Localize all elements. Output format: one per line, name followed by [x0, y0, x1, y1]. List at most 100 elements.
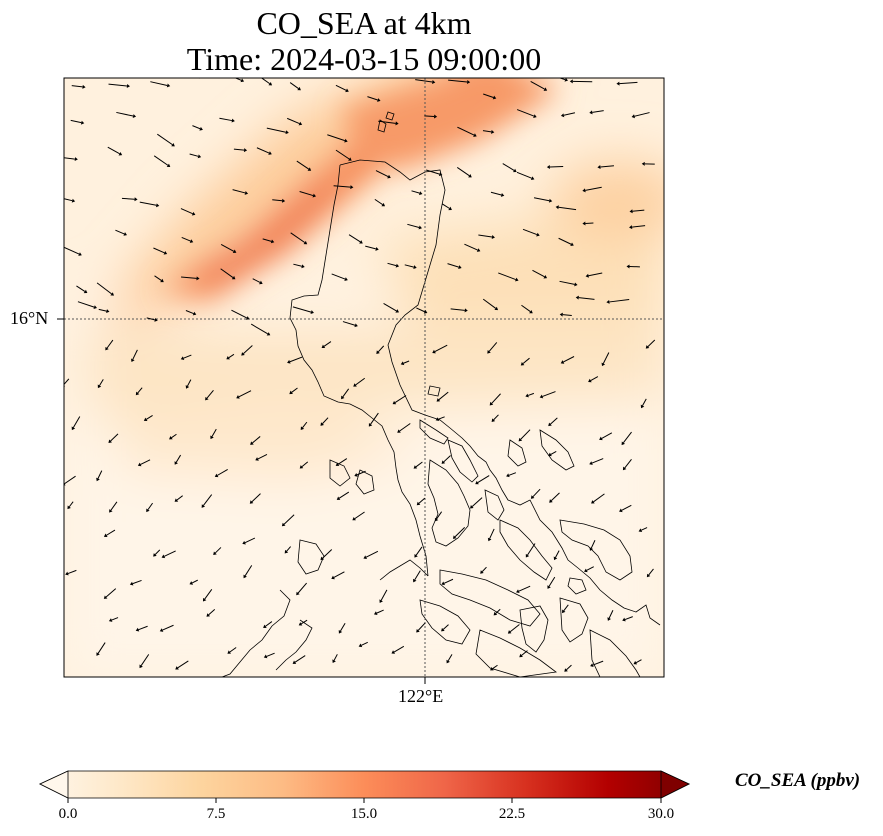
- wind-arrow: [575, 295, 595, 300]
- wind-arrow: [530, 488, 541, 499]
- wind-arrow: [607, 610, 614, 621]
- wind-arrow: [358, 641, 368, 648]
- wind-arrow: [180, 208, 196, 216]
- wind-arrow: [353, 377, 366, 387]
- wind-arrow: [548, 450, 557, 457]
- wind-arrow: [201, 494, 213, 508]
- wind-arrow: [373, 609, 384, 615]
- wind-arrow: [181, 276, 200, 281]
- wind-arrow: [250, 436, 261, 445]
- wind-arrow: [363, 550, 379, 559]
- wind-arrow: [392, 395, 407, 405]
- wind-arrow: [234, 78, 245, 83]
- wind-arrow: [622, 458, 632, 471]
- wind-arrow: [352, 511, 365, 521]
- wind-arrow: [597, 165, 614, 170]
- wind-arrow: [452, 527, 466, 539]
- wind-arrow: [397, 423, 411, 433]
- wind-arrow: [629, 209, 645, 214]
- wind-arrow: [559, 312, 572, 317]
- wind-arrow: [107, 146, 123, 156]
- colorbar-tick-label-4: 30.0: [647, 806, 675, 822]
- wind-arrow: [296, 160, 312, 171]
- wind-arrow: [64, 198, 76, 203]
- wind-arrow: [332, 654, 338, 664]
- wind-arrow: [174, 495, 183, 502]
- wind-arrow: [292, 306, 314, 315]
- wind-arrow: [139, 201, 160, 208]
- wind-arrow: [516, 171, 535, 181]
- wind-arrow: [480, 566, 487, 574]
- wind-arrow: [65, 569, 77, 576]
- wind-arrow: [320, 417, 329, 426]
- wind-arrow: [213, 547, 222, 556]
- wind-arrow: [368, 412, 379, 427]
- wind-arrow: [525, 543, 536, 558]
- wind-arrow: [378, 120, 399, 126]
- wind-arrow: [441, 578, 454, 586]
- wind-arrow: [341, 388, 350, 400]
- wind-arrow: [169, 433, 177, 440]
- wind-arrow: [210, 428, 217, 440]
- wind-arrow: [415, 79, 436, 85]
- wind-arrow: [287, 356, 303, 364]
- wind-arrow: [365, 245, 379, 251]
- map-frame: [63, 77, 665, 678]
- wind-arrow: [562, 604, 569, 614]
- wind-arrow: [641, 161, 655, 166]
- wind-arrow: [260, 78, 273, 86]
- wind-arrow: [137, 459, 151, 467]
- wind-arrow: [263, 621, 273, 629]
- wind-arrow: [67, 501, 74, 510]
- wind-arrow: [591, 493, 605, 504]
- wind-arrow: [521, 304, 533, 314]
- wind-arrow: [263, 652, 275, 659]
- wind-arrow: [108, 83, 130, 88]
- map-panel: [54, 77, 665, 684]
- wind-arrow: [546, 165, 564, 170]
- wind-arrow: [103, 529, 116, 537]
- wind-arrow: [54, 543, 60, 552]
- wind-arrow: [425, 169, 443, 177]
- wind-arrow: [331, 571, 345, 580]
- wind-arrow: [631, 112, 650, 119]
- wind-arrow: [569, 79, 593, 84]
- wind-arrow: [626, 264, 640, 269]
- wind-arrow: [71, 416, 81, 431]
- wind-arrow: [560, 356, 575, 364]
- wind-arrow: [354, 470, 366, 477]
- wind-arrow: [560, 112, 576, 118]
- wind-arrow: [116, 111, 137, 119]
- wind-arrow: [64, 246, 82, 256]
- wind-arrow: [442, 203, 452, 211]
- wind-arrow: [519, 650, 528, 658]
- wind-arrow: [153, 155, 171, 167]
- wind-arrow: [146, 502, 153, 513]
- wind-arrow: [606, 298, 630, 304]
- wind-arrow: [338, 622, 346, 634]
- wind-arrow: [490, 191, 505, 197]
- wind-arrow: [498, 272, 519, 282]
- wind-arrow: [290, 232, 308, 245]
- wind-arrow: [153, 549, 161, 557]
- wind-arrow: [518, 429, 531, 442]
- wind-arrow: [96, 642, 106, 656]
- wind-arrow: [159, 624, 174, 632]
- wind-arrow: [233, 148, 248, 153]
- wind-arrow: [284, 546, 292, 554]
- wind-arrow: [139, 654, 150, 669]
- wind-arrow: [582, 221, 594, 226]
- wind-arrow: [558, 237, 574, 247]
- wind-arrow: [292, 655, 306, 664]
- wind-arrow: [76, 285, 88, 294]
- wind-arrow: [219, 117, 235, 123]
- wind-arrow: [507, 624, 520, 634]
- wind-arrow: [555, 205, 577, 211]
- wind-arrow: [135, 387, 143, 396]
- wind-arrow: [530, 81, 548, 91]
- wind-arrow: [192, 125, 203, 131]
- wind-arrow: [189, 153, 202, 159]
- wind-arrow: [296, 582, 308, 596]
- wind-arrow: [105, 339, 114, 351]
- wind-arrow: [450, 308, 468, 313]
